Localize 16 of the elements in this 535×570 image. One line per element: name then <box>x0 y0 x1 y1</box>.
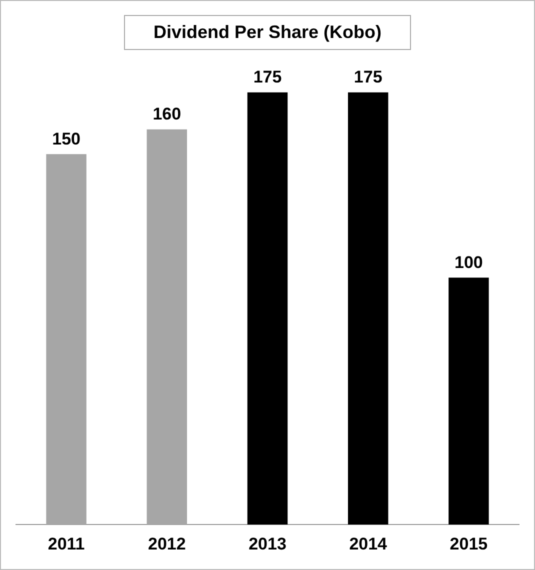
data-label: 150 <box>52 129 80 148</box>
data-label: 175 <box>354 68 382 87</box>
x-tick-label: 2013 <box>248 534 286 554</box>
data-label: 100 <box>454 252 483 272</box>
chart-title: Dividend Per Share (Kobo) <box>124 15 411 50</box>
bar <box>46 154 86 525</box>
bar <box>247 92 288 525</box>
x-tick-label: 2014 <box>349 534 388 554</box>
x-tick-label: 2015 <box>450 534 488 554</box>
bar <box>448 278 489 525</box>
x-tick-label: 2012 <box>148 534 186 554</box>
x-tick-label: 2011 <box>48 534 85 554</box>
bar <box>146 129 188 525</box>
data-label: 160 <box>152 104 182 124</box>
data-label: 175 <box>253 68 282 87</box>
bar <box>348 92 388 525</box>
